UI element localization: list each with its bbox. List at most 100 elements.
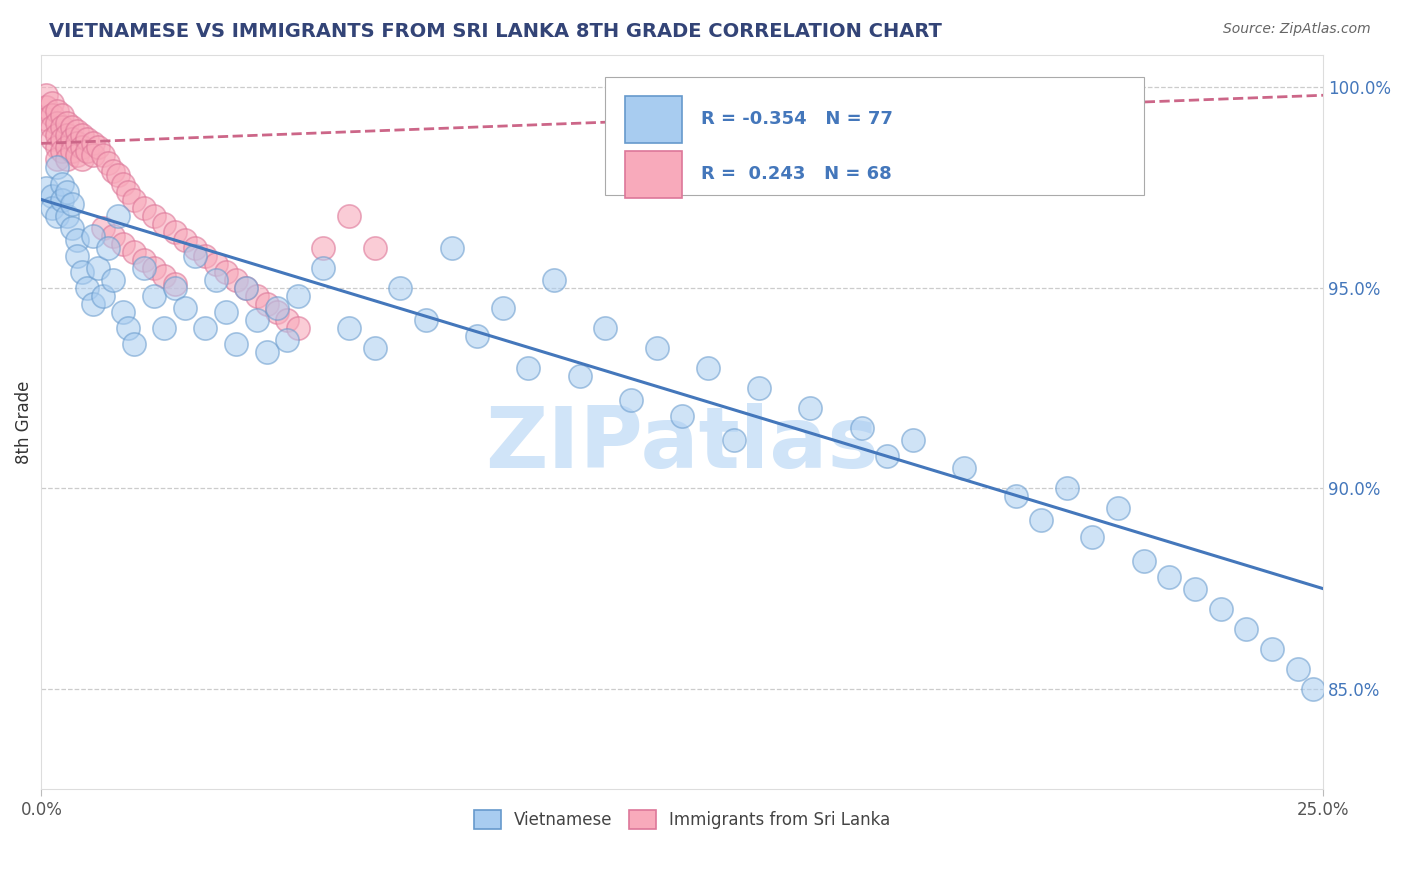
Point — [101, 164, 124, 178]
Point — [163, 225, 186, 239]
Point — [901, 434, 924, 448]
Point — [60, 196, 83, 211]
Point — [492, 301, 515, 315]
Point — [1132, 553, 1154, 567]
Point — [91, 220, 114, 235]
Point — [287, 289, 309, 303]
Point — [312, 241, 335, 255]
Point — [56, 116, 79, 130]
Point — [60, 145, 83, 159]
Point — [72, 128, 94, 143]
Point — [143, 209, 166, 223]
Point — [184, 249, 207, 263]
Point — [132, 260, 155, 275]
Point — [101, 228, 124, 243]
Point — [287, 321, 309, 335]
Point — [132, 252, 155, 267]
Point — [215, 305, 238, 319]
Point — [953, 461, 976, 475]
Point — [41, 188, 63, 202]
Point — [1029, 513, 1052, 527]
Point — [122, 337, 145, 351]
Point — [97, 241, 120, 255]
Point — [76, 132, 98, 146]
Point — [266, 301, 288, 315]
Point — [1081, 529, 1104, 543]
Point — [66, 233, 89, 247]
Point — [1234, 622, 1257, 636]
Point — [45, 153, 67, 167]
Point — [45, 116, 67, 130]
Point — [143, 289, 166, 303]
Point — [107, 209, 129, 223]
Point — [56, 140, 79, 154]
Point — [41, 96, 63, 111]
Point — [87, 140, 110, 154]
Text: R =  0.243   N = 68: R = 0.243 N = 68 — [702, 165, 893, 184]
Point — [51, 193, 73, 207]
FancyBboxPatch shape — [606, 78, 1143, 194]
Point — [696, 361, 718, 376]
Point — [517, 361, 540, 376]
Point — [363, 241, 385, 255]
Point — [97, 156, 120, 170]
Point — [143, 260, 166, 275]
Point — [174, 233, 197, 247]
Point — [76, 281, 98, 295]
Point — [225, 273, 247, 287]
Point — [82, 148, 104, 162]
Point — [117, 321, 139, 335]
Point — [35, 88, 58, 103]
Point — [748, 381, 770, 395]
Point — [41, 201, 63, 215]
Point — [132, 201, 155, 215]
Point — [76, 145, 98, 159]
Point — [60, 120, 83, 135]
Point — [66, 136, 89, 151]
Y-axis label: 8th Grade: 8th Grade — [15, 381, 32, 464]
Point — [337, 321, 360, 335]
Point — [56, 128, 79, 143]
Point — [112, 177, 135, 191]
Point — [312, 260, 335, 275]
Point — [112, 305, 135, 319]
Point — [91, 289, 114, 303]
Point — [235, 281, 257, 295]
Point — [1004, 489, 1026, 503]
Point — [35, 180, 58, 194]
Point — [235, 281, 257, 295]
Point — [415, 313, 437, 327]
Point — [620, 393, 643, 408]
Point — [337, 209, 360, 223]
Point — [1302, 681, 1324, 696]
Point — [45, 209, 67, 223]
Point — [799, 401, 821, 416]
Point — [35, 100, 58, 114]
Point — [51, 108, 73, 122]
Point — [41, 108, 63, 122]
Point — [153, 268, 176, 283]
Point — [215, 265, 238, 279]
Text: R = -0.354   N = 77: R = -0.354 N = 77 — [702, 111, 893, 128]
Point — [41, 132, 63, 146]
Point — [56, 209, 79, 223]
Point — [246, 313, 269, 327]
Point — [363, 341, 385, 355]
Point — [1107, 501, 1129, 516]
Point — [671, 409, 693, 424]
Point — [117, 185, 139, 199]
Point — [153, 217, 176, 231]
Point — [82, 297, 104, 311]
Point — [1286, 662, 1309, 676]
Point — [256, 297, 278, 311]
Text: Source: ZipAtlas.com: Source: ZipAtlas.com — [1223, 22, 1371, 37]
Point — [645, 341, 668, 355]
Legend: Vietnamese, Immigrants from Sri Lanka: Vietnamese, Immigrants from Sri Lanka — [467, 804, 897, 836]
Point — [163, 277, 186, 291]
Point — [122, 193, 145, 207]
Point — [225, 337, 247, 351]
Point — [1159, 569, 1181, 583]
Point — [1209, 601, 1232, 615]
Point — [543, 273, 565, 287]
Point — [51, 132, 73, 146]
